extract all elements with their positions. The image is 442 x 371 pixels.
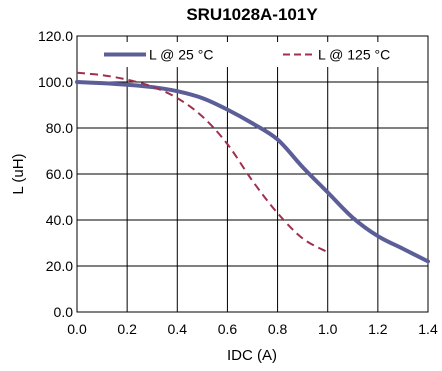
- x-tick-label-1: 0.2: [117, 321, 137, 337]
- y-tick-label-4: 80.0: [46, 120, 73, 136]
- x-tick-label-5: 1.0: [318, 321, 338, 337]
- x-tick-labels: 0.0 0.2 0.4 0.6 0.8 1.0 1.2 1.4: [67, 321, 438, 337]
- legend: L @ 25 °C L @ 125 °C: [82, 42, 398, 67]
- y-tick-label-5: 100.0: [38, 74, 73, 90]
- x-tick-label-0: 0.0: [67, 321, 87, 337]
- series-line-0: [75, 80, 430, 264]
- x-tick-label-4: 0.8: [268, 321, 288, 337]
- legend-label-25c: L @ 25 °C: [149, 47, 213, 63]
- x-tick-label-2: 0.4: [168, 321, 188, 337]
- x-tick-label-6: 1.2: [368, 321, 388, 337]
- y-tick-label-6: 120.0: [38, 28, 73, 44]
- grid-lines: [76, 35, 429, 313]
- y-tick-label-3: 60.0: [46, 166, 73, 182]
- y-tick-label-2: 40.0: [46, 212, 73, 228]
- series-lines: [75, 71, 430, 264]
- y-tick-label-1: 20.0: [46, 258, 73, 274]
- legend-label-125c: L @ 125 °C: [318, 47, 390, 63]
- y-axis-label: L (uH): [10, 153, 27, 194]
- series-line-1: [76, 71, 329, 254]
- x-tick-label-7: 1.4: [418, 321, 438, 337]
- y-tick-label-0: 0.0: [54, 304, 74, 320]
- chart-title: SRU1028A-101Y: [186, 5, 318, 24]
- x-axis-label: IDC (A): [227, 347, 277, 364]
- plot-border: [76, 35, 429, 313]
- x-tick-label-3: 0.6: [218, 321, 238, 337]
- y-tick-labels: 0.0 20.0 40.0 60.0 80.0 100.0 120.0: [38, 28, 73, 320]
